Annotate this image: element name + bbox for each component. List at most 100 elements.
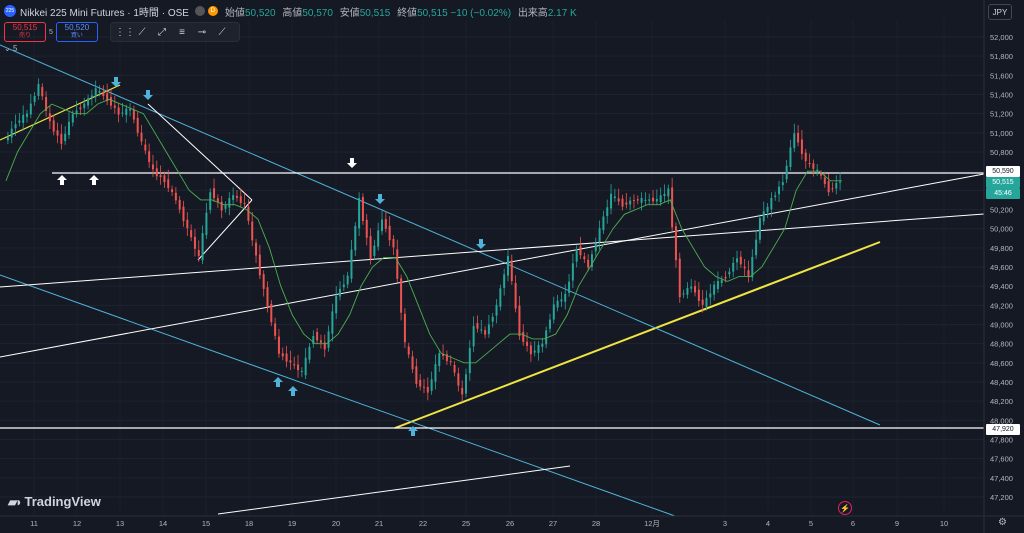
candle-body	[621, 198, 624, 207]
candle-body	[87, 98, 90, 106]
candle-body	[636, 199, 639, 201]
candle-body	[411, 356, 414, 370]
price-tick-label: 52,000	[990, 33, 1013, 42]
candle-body	[705, 297, 708, 307]
trendline-white-long	[0, 173, 985, 358]
candle-body	[216, 198, 219, 203]
candle-body	[541, 343, 544, 347]
candle-body	[629, 200, 632, 205]
time-tick-label: 20	[332, 519, 340, 528]
candle-body	[419, 379, 422, 387]
candle-body	[778, 186, 781, 195]
candle-body	[235, 195, 238, 198]
candle-body	[384, 219, 387, 229]
trendline-tool-icon[interactable]: ⟋	[138, 26, 146, 38]
candle-body	[682, 293, 685, 295]
candle-body	[312, 336, 315, 344]
lightning-event-icon[interactable]: ⚡	[838, 501, 852, 515]
sell-button[interactable]: 50,515 売り	[4, 22, 46, 42]
line-price-tag-lower: 47,920	[986, 424, 1020, 435]
price-tick-label: 49,200	[990, 301, 1013, 310]
candle-body	[701, 299, 704, 305]
indicator-toggle[interactable]: ⌄ 5	[4, 44, 18, 53]
candle-body	[167, 179, 170, 189]
price-tick-label: 50,800	[990, 148, 1013, 157]
candle-body	[816, 169, 819, 171]
candle-body	[434, 364, 437, 382]
candle-body	[33, 95, 36, 102]
extended-line-icon[interactable]: ⟋	[218, 26, 226, 38]
candle-body	[243, 202, 246, 204]
candle-body	[373, 245, 376, 256]
candle-body	[98, 90, 101, 93]
triangle-line-b	[197, 199, 253, 261]
candle-body	[274, 323, 277, 336]
bar-countdown: 45:46	[986, 188, 1020, 199]
time-tick-label: 12	[73, 519, 81, 528]
candle-body	[316, 331, 319, 341]
candle-body	[60, 133, 63, 144]
arrow-down-icon	[143, 90, 153, 100]
candle-body	[789, 147, 792, 167]
candle-body	[209, 192, 212, 210]
price-tick-label: 50,200	[990, 206, 1013, 215]
candle-body	[262, 274, 265, 289]
price-tick-label: 49,000	[990, 321, 1013, 330]
candle-body	[835, 182, 838, 189]
candle-body	[239, 196, 242, 203]
time-tick-label: 28	[592, 519, 600, 528]
candle-body	[94, 88, 97, 97]
candle-body	[37, 83, 40, 96]
ray-tool-icon[interactable]: ⤢	[158, 26, 166, 38]
candle-body	[277, 336, 280, 354]
candle-body	[671, 187, 674, 228]
candle-body	[281, 353, 284, 357]
parallel-channel-icon[interactable]: ≡	[179, 26, 185, 38]
time-tick-label: 13	[116, 519, 124, 528]
symbol-title[interactable]: Nikkei 225 Mini Futures · 1時間 · OSE	[20, 7, 189, 19]
candle-body	[648, 199, 651, 201]
candle-body	[132, 109, 135, 120]
annotation-arrows	[57, 77, 486, 436]
candle-body	[571, 263, 574, 281]
candle-body	[579, 246, 582, 256]
settings-gear-icon[interactable]: ⚙	[998, 517, 1007, 528]
candle-body	[667, 188, 670, 197]
candle-body	[174, 192, 177, 201]
candle-body	[736, 258, 739, 263]
candle-body	[102, 92, 105, 97]
candle-body	[610, 193, 613, 209]
candle-body	[808, 163, 811, 165]
price-tick-label: 49,600	[990, 263, 1013, 272]
candle-body	[365, 219, 368, 238]
candle-body	[839, 181, 842, 183]
candle-body	[503, 274, 506, 288]
candle-body	[186, 219, 189, 229]
line-price-tag-upper: 50,590	[986, 166, 1020, 177]
buy-button[interactable]: 50,520 買い	[55, 22, 98, 42]
candle-body	[552, 304, 555, 320]
time-tick-label: 25	[462, 519, 470, 528]
candle-body	[747, 270, 750, 277]
candle-body	[342, 284, 345, 288]
candle-body	[10, 128, 13, 138]
data-delayed-icon[interactable]: D	[207, 6, 218, 16]
candle-body	[232, 195, 235, 200]
drag-handle-icon[interactable]: ⋮⋮	[115, 26, 135, 38]
time-tick-label: 4	[766, 519, 770, 528]
candle-body	[381, 219, 384, 232]
horizontal-ray-icon[interactable]: ⊸	[197, 26, 207, 38]
candle-body	[346, 275, 349, 285]
candle-body	[487, 324, 490, 335]
candle-body	[758, 218, 761, 240]
price-tick-label: 47,800	[990, 436, 1013, 445]
candle-body	[491, 316, 494, 322]
candle-body	[709, 293, 712, 298]
quantity-field[interactable]: 5	[49, 28, 53, 36]
currency-selector[interactable]: JPY	[988, 4, 1012, 20]
candle-body	[403, 313, 406, 343]
price-tick-label: 51,600	[990, 71, 1013, 80]
time-tick-label: 19	[288, 519, 296, 528]
candle-body	[564, 293, 567, 302]
